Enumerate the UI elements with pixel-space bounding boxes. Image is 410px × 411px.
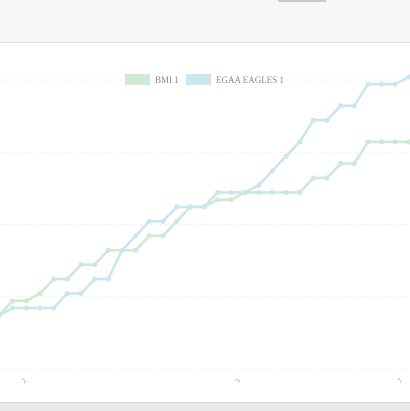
grid-lines — [0, 79, 410, 370]
series-1-point-11 — [146, 218, 152, 224]
series-0-point-5 — [64, 276, 70, 282]
series-1-point-6 — [78, 291, 84, 297]
series-0-point-25 — [338, 161, 344, 167]
series-1-point-19 — [256, 182, 262, 188]
series-0-point-12 — [160, 233, 166, 239]
series-1-point-12 — [160, 218, 166, 224]
series-1-point-13 — [174, 204, 180, 210]
series-0-point-23 — [310, 175, 316, 181]
series-1-point-16 — [215, 189, 221, 195]
series-0-point-30 — [406, 139, 410, 145]
horizontal-scrollbar[interactable] — [0, 402, 410, 411]
series-0-point-10 — [133, 247, 139, 253]
series-1-point-14 — [187, 204, 193, 210]
series-0-point-7 — [92, 262, 98, 268]
x-tick-label-0: 2 — [20, 376, 28, 385]
series-line-0 — [0, 140, 409, 317]
series-0-point-2 — [23, 298, 29, 304]
series-0-point-26 — [351, 161, 357, 167]
series-0-point-20 — [269, 189, 275, 195]
series-1-point-20 — [269, 168, 275, 174]
series-0-point-24 — [324, 175, 330, 181]
series-1-point-21 — [283, 153, 289, 159]
series-1-point-27 — [365, 81, 371, 87]
series-0-point-4 — [51, 276, 57, 282]
legend-label-1: EGAA EAGLES 1 — [216, 75, 284, 85]
series-0-point-27 — [365, 139, 371, 145]
x-tick-label-2: 7 — [396, 376, 404, 385]
legend-swatch-1 — [186, 74, 211, 85]
series-1-point-25 — [338, 103, 344, 109]
series-1-point-28 — [379, 81, 385, 87]
series-1-point-23 — [310, 117, 316, 123]
series-0-point-6 — [78, 262, 84, 268]
series-1-point-7 — [92, 276, 98, 282]
series-0-point-1 — [10, 298, 16, 304]
series-1-point-3 — [37, 305, 43, 311]
series-1-point-18 — [242, 189, 248, 195]
toolbar-tab-indicator[interactable] — [278, 0, 326, 2]
series-1-point-30 — [406, 74, 410, 80]
series-0-point-3 — [37, 291, 43, 297]
chart-panel: BMI 1 EGAA EAGLES 1 2 5 7 — [0, 43, 410, 402]
series-1-point-0 — [0, 312, 2, 318]
series-1-point-8 — [105, 276, 111, 282]
legend-label-0: BMI 1 — [155, 75, 179, 85]
series-1-point-4 — [51, 305, 57, 311]
series-0-point-13 — [174, 218, 180, 224]
top-toolbar — [0, 0, 410, 43]
series-0-point-19 — [256, 189, 262, 195]
x-axis-ticks: 2 5 7 — [20, 376, 404, 385]
series-1-point-1 — [10, 305, 16, 311]
series-0-point-16 — [215, 197, 221, 203]
series-1-point-29 — [392, 81, 398, 87]
chart-series — [0, 74, 410, 318]
series-0-point-11 — [146, 233, 152, 239]
series-1-point-22 — [297, 139, 303, 145]
series-0-point-28 — [379, 139, 385, 145]
series-1-point-26 — [351, 103, 357, 109]
series-0-point-21 — [283, 189, 289, 195]
line-chart: BMI 1 EGAA EAGLES 1 2 5 7 — [0, 74, 410, 385]
series-1-point-10 — [133, 233, 139, 239]
series-1-point-15 — [201, 204, 207, 210]
series-1-point-17 — [228, 189, 234, 195]
series-1-point-9 — [119, 247, 125, 253]
x-tick-label-1: 5 — [234, 376, 242, 385]
legend-swatch-0 — [125, 74, 150, 85]
series-1-point-24 — [324, 117, 330, 123]
series-0-point-8 — [105, 247, 111, 253]
series-0-point-17 — [228, 197, 234, 203]
series-1-point-2 — [23, 305, 29, 311]
series-0-point-29 — [392, 139, 398, 145]
chart-legend: BMI 1 EGAA EAGLES 1 — [125, 74, 284, 85]
series-1-point-5 — [64, 291, 70, 297]
series-0-point-22 — [297, 189, 303, 195]
